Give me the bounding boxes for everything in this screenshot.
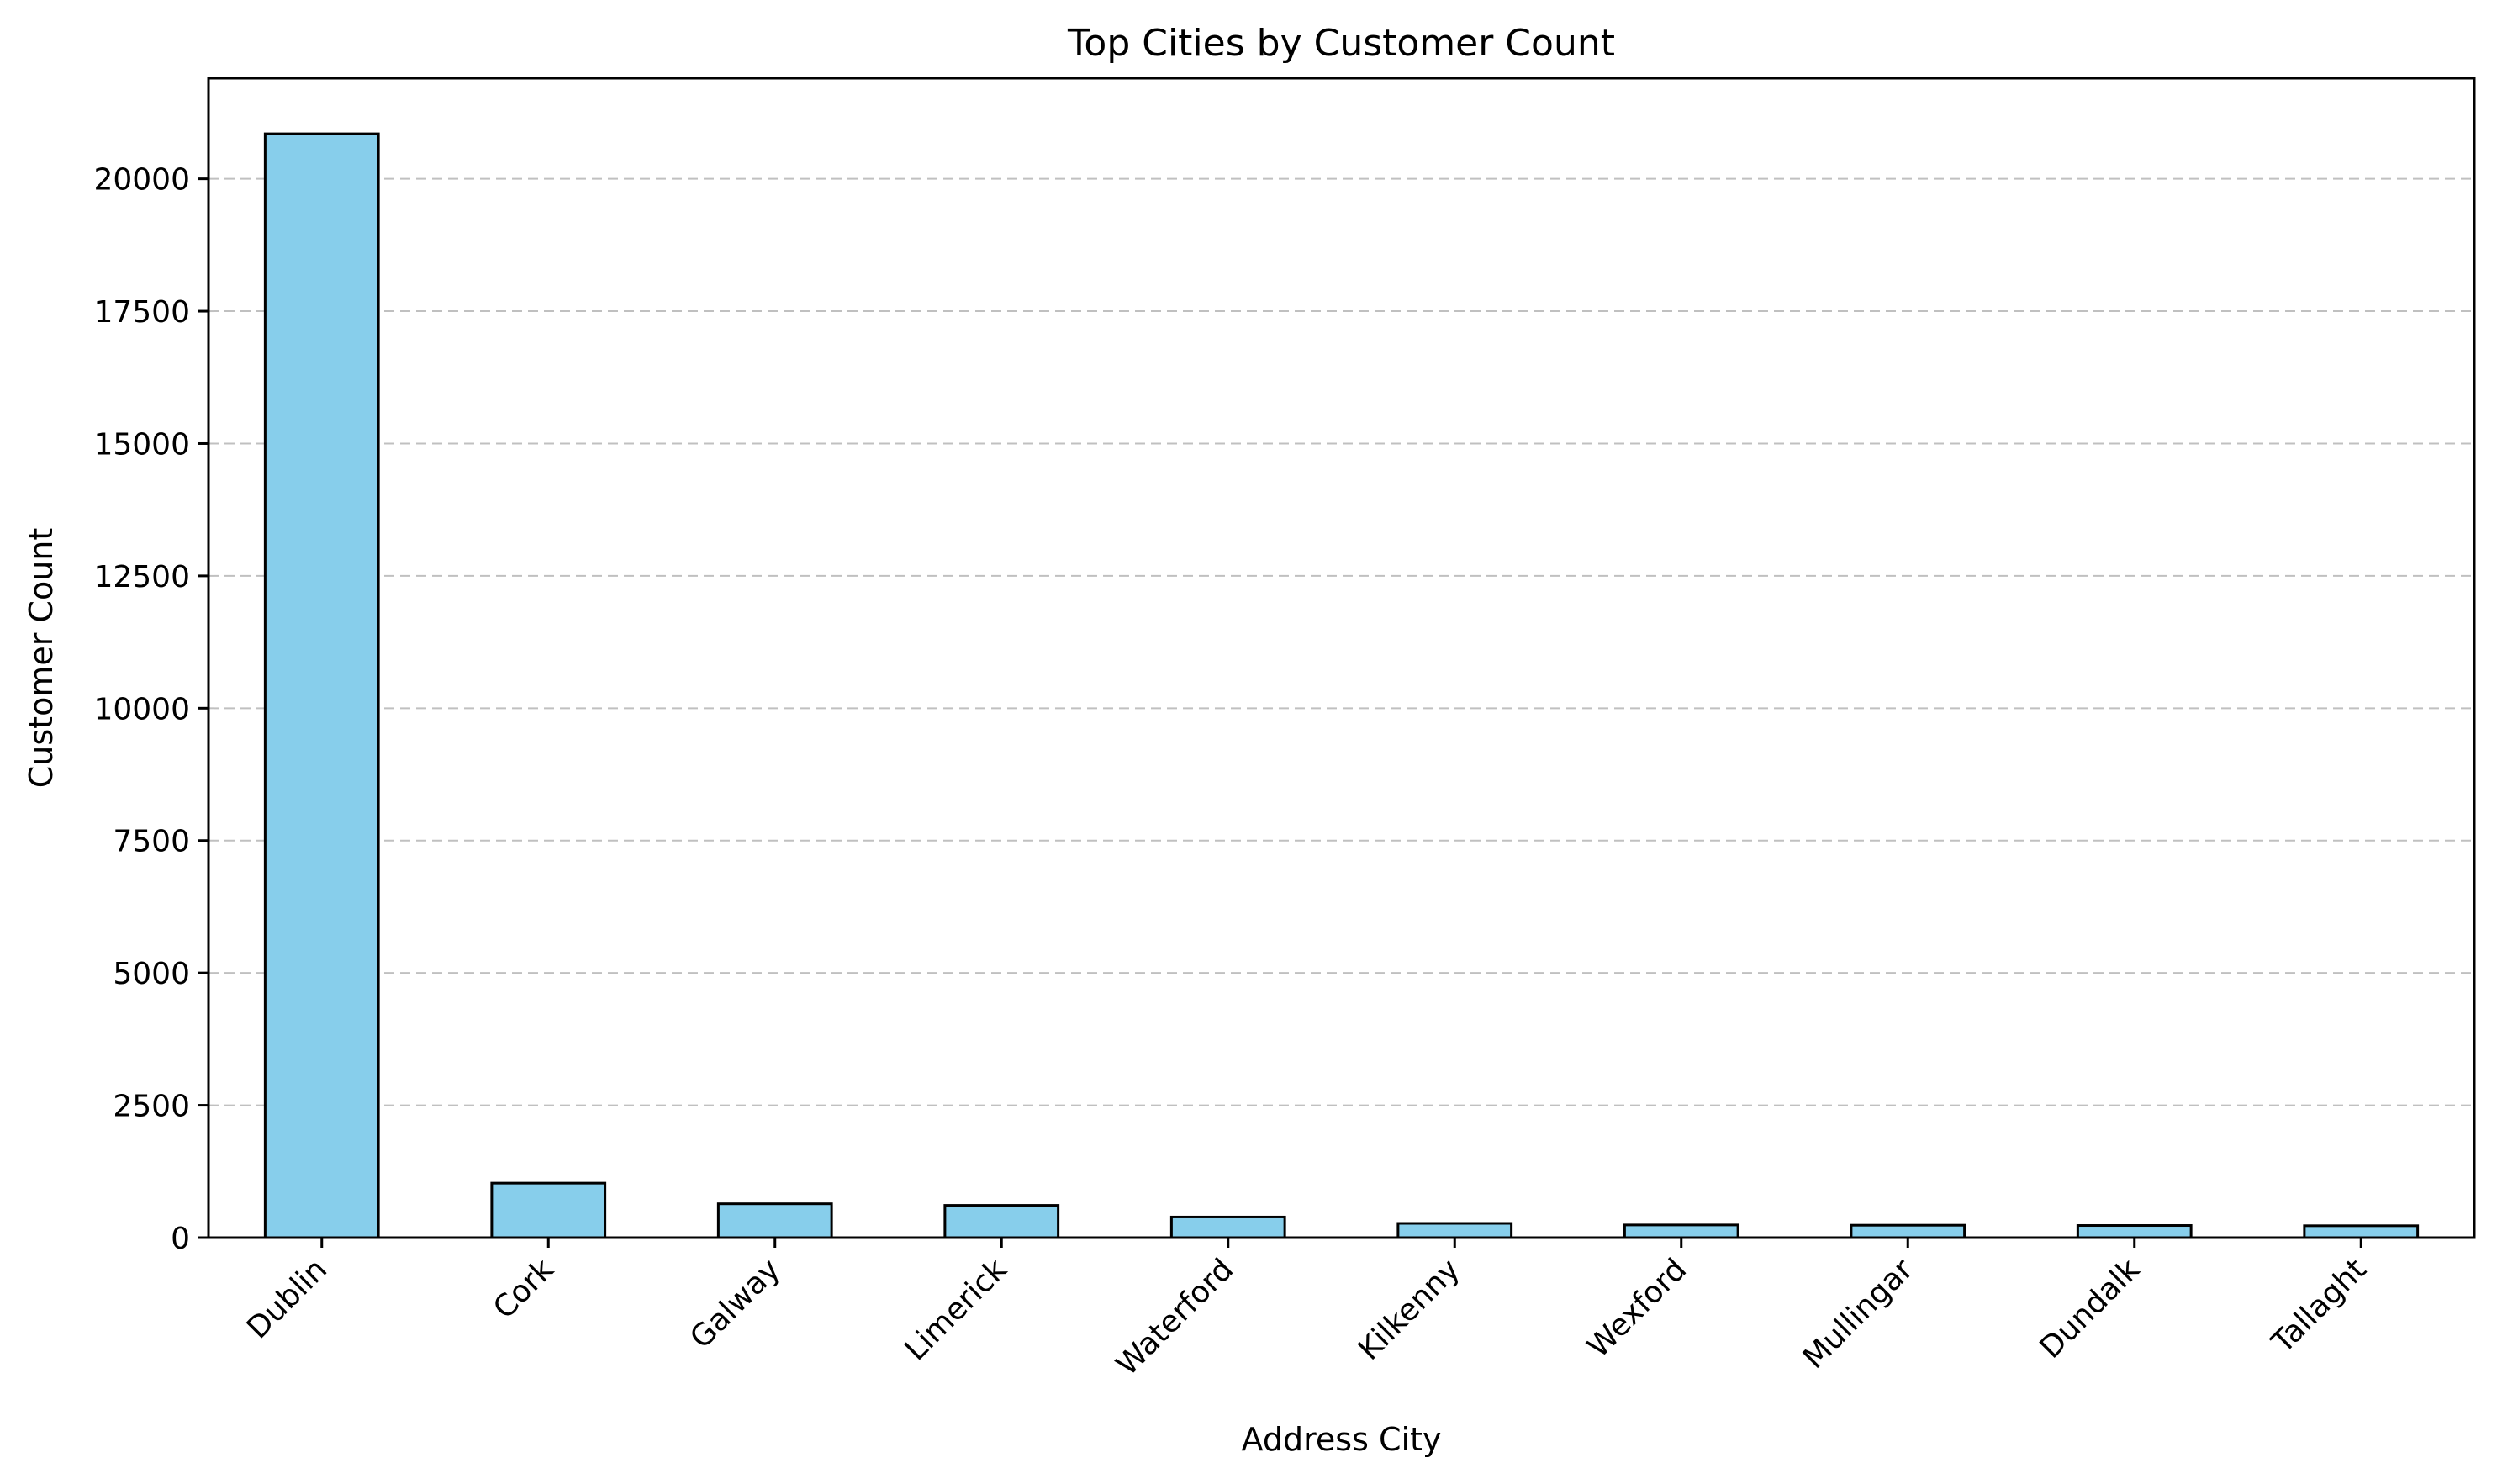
bar-tallaght <box>2303 1224 2420 1239</box>
bar-kilkenny <box>1396 1222 1513 1239</box>
y-axis-ticks: 0 2500 5000 7500 10000 12500 15000 17500 20000 <box>93 163 209 1256</box>
y-tick-label: 0 <box>171 1222 190 1256</box>
bar-dublin <box>263 132 380 1239</box>
y-tick-label: 15000 <box>93 427 190 462</box>
bar-wexford <box>1623 1223 1739 1239</box>
y-tick-label: 20000 <box>93 163 190 198</box>
y-tick-label: 2500 <box>113 1090 190 1124</box>
plot-frame <box>207 77 2476 1239</box>
bar-galway <box>716 1202 833 1239</box>
y-tick-label: 5000 <box>113 957 190 991</box>
y-axis-label: Customer Count <box>23 528 60 789</box>
x-axis-label: Address City <box>1242 1421 1442 1458</box>
bar-dundalk <box>2076 1224 2193 1239</box>
y-tick-label: 10000 <box>93 692 190 726</box>
y-tick-label: 7500 <box>113 825 190 859</box>
grid-lines <box>209 177 2474 1106</box>
y-tick-label: 12500 <box>93 560 190 594</box>
bar-cork <box>490 1181 607 1239</box>
bar-mullingar <box>1850 1223 1966 1239</box>
y-tick-label: 17500 <box>93 295 190 330</box>
chart-title: Top Cities by Customer Count <box>1067 22 1615 65</box>
bar-waterford <box>1169 1215 1286 1239</box>
bar-limerick <box>943 1204 1060 1239</box>
